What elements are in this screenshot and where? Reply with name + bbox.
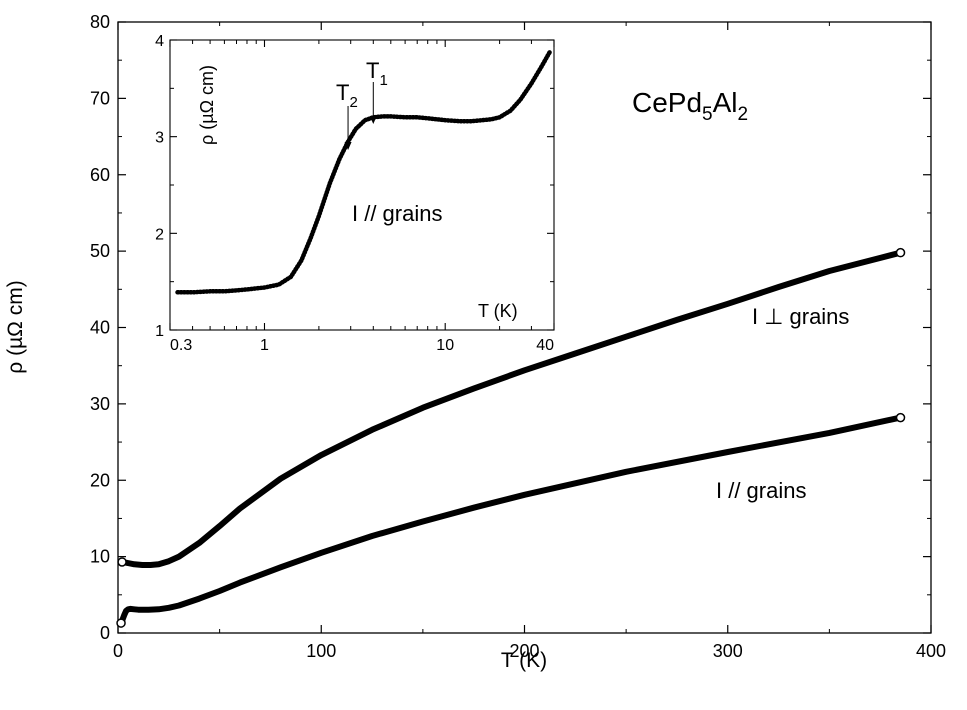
y-tick-label: 70	[90, 88, 110, 108]
inset-y-tick-label: 3	[155, 130, 164, 147]
inset-x-tick-label: 1	[260, 337, 269, 354]
inset-x-tick-label: 40	[536, 337, 554, 354]
series-line-1	[118, 414, 904, 627]
inset-x-tick-label: 0.3	[170, 337, 192, 354]
par-grains-label: I // grains	[716, 478, 806, 503]
series-line-0	[119, 249, 904, 568]
x-tick-label: 100	[306, 641, 336, 661]
t1-arrow-head	[369, 116, 377, 124]
t2-sub: 2	[349, 94, 357, 111]
x-tick-label: 0	[113, 641, 123, 661]
t1-base: T	[366, 58, 379, 83]
t2-base: T	[336, 80, 349, 105]
inset-y-tick-label: 2	[155, 226, 164, 243]
series-start-marker-1	[116, 618, 126, 628]
perp-grains-label: I ⊥ grains	[752, 304, 849, 329]
main-series-layer	[116, 247, 906, 628]
y-tick-label: 10	[90, 547, 110, 567]
inset-y-tick-label: 4	[155, 33, 164, 50]
compound-mid: Al	[713, 87, 738, 118]
series-end-marker-1	[895, 412, 906, 423]
inset-y-axis-label: ρ (µΩ cm)	[197, 65, 217, 145]
compound-base: CePd	[632, 87, 702, 118]
series-end-marker-0	[895, 247, 906, 258]
compound-sub-1: 5	[702, 104, 713, 125]
x-tick-label: 200	[509, 641, 539, 661]
x-tick-label: 400	[916, 641, 946, 661]
y-tick-label: 30	[90, 394, 110, 414]
y-tick-label: 40	[90, 318, 110, 338]
y-tick-label: 0	[100, 623, 110, 643]
t1-sub: 1	[379, 72, 387, 89]
y-tick-label: 20	[90, 470, 110, 490]
t2-arrow-head	[344, 142, 352, 150]
t1-label: T1	[366, 58, 388, 89]
x-tick-label: 300	[713, 641, 743, 661]
inset-grains-label: I // grains	[352, 201, 442, 226]
inset-series-layer	[175, 49, 553, 295]
inset-series-line-0	[177, 51, 551, 294]
compound-label: CePd5Al2	[632, 87, 748, 125]
inset-axis-ticks: 0.3 1 10 40 1 2 3 4	[155, 33, 555, 354]
inset-y-tick-label: 1	[155, 323, 164, 340]
y-tick-label: 60	[90, 165, 110, 185]
inset-x-axis-label: T (K)	[478, 301, 518, 321]
t2-label: T2	[336, 80, 358, 111]
y-tick-label: 50	[90, 241, 110, 261]
inset-background	[170, 40, 554, 330]
main-y-axis-label: ρ (µΩ cm)	[4, 280, 27, 373]
transition-arrows	[344, 82, 377, 150]
series-start-marker-0	[117, 557, 127, 567]
main-axis-ticks: 0 100 200 300 400 0 10 20 30 40 50 60 70 80	[90, 12, 946, 661]
compound-sub-2: 2	[738, 104, 749, 125]
main-x-axis-label: T (K)	[501, 649, 547, 672]
inset-x-tick-label: 10	[436, 337, 454, 354]
y-tick-label: 80	[90, 12, 110, 32]
